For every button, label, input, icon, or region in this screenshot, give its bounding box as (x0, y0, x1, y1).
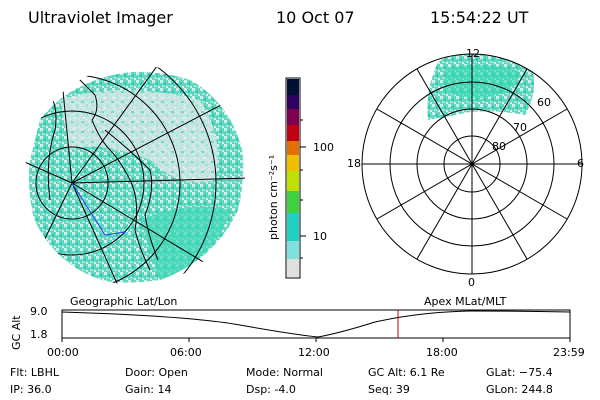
timeline-xtick-0600: 06:00 (170, 346, 202, 359)
polar-mlt-plot (361, 53, 583, 275)
mlt-label-12: 12 (466, 47, 480, 60)
satellite-track (71, 182, 106, 236)
info-mode: Mode: Normal (246, 366, 323, 379)
mlat-label-70: 70 (513, 121, 527, 134)
altitude-curve (61, 310, 571, 338)
info-glon: GLon: 244.8 (486, 383, 553, 396)
info-glat: GLat: −75.4 (486, 366, 553, 379)
time-label: 15:54:22 UT (430, 8, 529, 27)
timeline-ylabel: GC Alt (10, 315, 23, 350)
timeline-xtick-2359: 23:59 (553, 346, 585, 359)
colorbar (285, 77, 306, 279)
info-dsp: Dsp: -4.0 (246, 383, 296, 396)
info-seq: Seq: 39 (368, 383, 410, 396)
mlt-label-18: 18 (347, 157, 361, 170)
mlt-label-6: 6 (577, 157, 584, 170)
mlat-label-60: 60 (537, 96, 551, 109)
info-gc-alt: GC Alt: 6.1 Re (368, 366, 445, 379)
colorbar-tick-100: 100 (313, 141, 334, 154)
info-ip: IP: 36.0 (10, 383, 52, 396)
mlt-label-0: 0 (468, 276, 475, 289)
timeline-xtick-1200: 12:00 (298, 346, 330, 359)
colorbar-unit-label: photon cm⁻²s⁻¹ (267, 154, 280, 240)
timeline-xtick-0000: 00:00 (47, 346, 79, 359)
date-label: 10 Oct 07 (276, 8, 355, 27)
mlat-label-80: 80 (492, 140, 506, 153)
timeline-ytick-bottom: 1.8 (30, 328, 48, 341)
info-door: Door: Open (125, 366, 188, 379)
apex-label: Apex MLat/MLT (424, 295, 507, 308)
coastline (59, 65, 151, 271)
instrument-title: Ultraviolet Imager (28, 8, 173, 27)
info-gain: Gain: 14 (125, 383, 172, 396)
info-filter: Flt: LBHL (10, 366, 59, 379)
timeline-xtick-1800: 18:00 (426, 346, 458, 359)
altitude-timeline (61, 309, 571, 342)
geographic-label: Geographic Lat/Lon (70, 295, 178, 308)
colorbar-tick-10: 10 (313, 230, 327, 243)
timeline-ytick-top: 9.0 (30, 305, 48, 318)
geographic-map (25, 65, 245, 285)
